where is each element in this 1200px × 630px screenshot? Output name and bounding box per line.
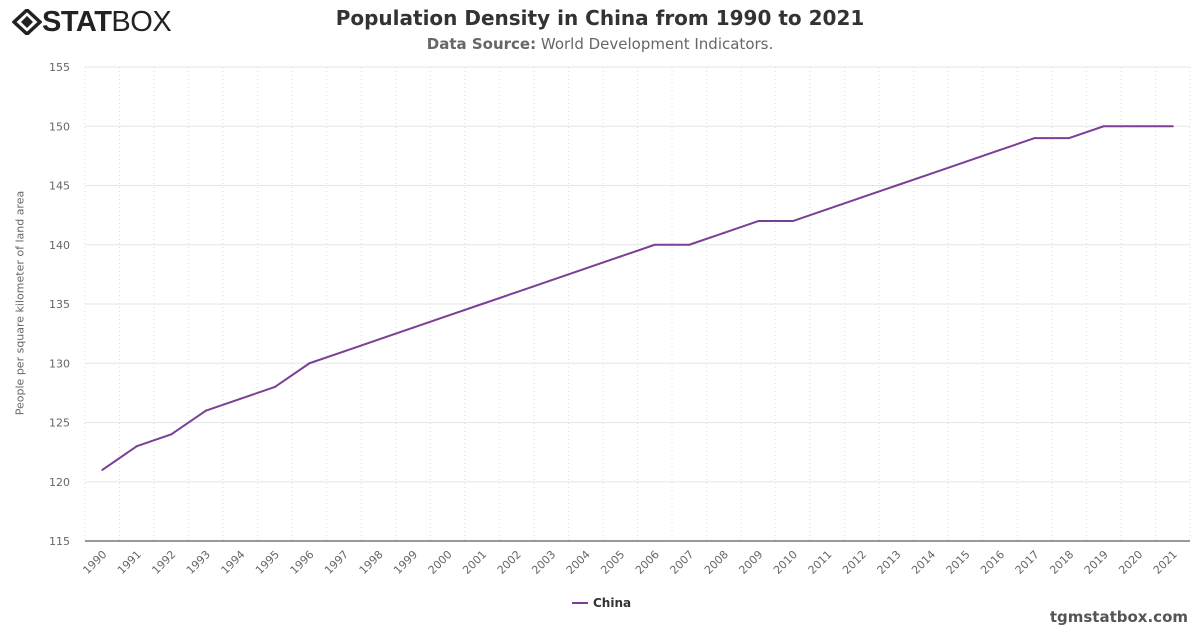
y-tick-label: 140 [49, 239, 70, 252]
watermark: tgmstatbox.com [1049, 608, 1188, 626]
diamond-logo-icon [12, 9, 42, 35]
data-point [1171, 125, 1174, 128]
x-tick-label: 2005 [598, 548, 627, 577]
x-tick-label: 2020 [1116, 548, 1145, 577]
series-line-china [101, 125, 1173, 471]
x-tick-label: 2011 [806, 548, 835, 577]
data-point [481, 303, 484, 305]
data-point [1137, 125, 1140, 128]
data-point [170, 433, 173, 436]
x-tick-label: 2016 [978, 548, 1007, 577]
y-tick-label: 115 [49, 535, 70, 548]
x-tick-label: 2003 [529, 548, 558, 577]
y-tick-label: 135 [49, 298, 70, 311]
legend-line-icon [572, 602, 588, 604]
x-tick-label: 1999 [391, 548, 420, 577]
data-point [999, 148, 1002, 151]
data-point [135, 445, 138, 448]
x-tick-label: 2019 [1082, 548, 1111, 577]
x-tick-label: 2006 [633, 548, 662, 577]
x-tick-label: 2012 [840, 548, 869, 577]
x-tick-label: 2018 [1047, 548, 1076, 577]
data-point [688, 243, 691, 246]
data-point [239, 397, 242, 400]
data-point [826, 208, 829, 211]
data-point [377, 338, 380, 341]
data-point [101, 468, 104, 471]
x-tick-label: 2010 [771, 548, 800, 577]
y-tick-label: 130 [49, 357, 70, 370]
data-point [584, 267, 587, 270]
chart-title: Population Density in China from 1990 to… [335, 6, 865, 30]
x-tick-label: 2000 [426, 548, 455, 577]
data-point [964, 160, 967, 163]
data-point [619, 255, 622, 258]
data-point [273, 385, 276, 388]
x-tick-label: 2017 [1013, 548, 1042, 577]
data-point [550, 279, 553, 282]
data-point [1033, 137, 1036, 140]
data-point [1102, 125, 1105, 128]
y-tick-label: 120 [49, 476, 70, 489]
x-tick-label: 1998 [357, 548, 386, 577]
x-tick-label: 2015 [944, 548, 973, 577]
x-tick-label: 1995 [253, 548, 282, 577]
x-tick-label: 2008 [702, 548, 731, 577]
x-tick-label: 2009 [736, 548, 765, 577]
y-tick-label: 155 [49, 61, 70, 74]
data-point [342, 350, 345, 353]
x-tick-label: 1994 [219, 548, 248, 577]
y-tick-label: 145 [49, 180, 70, 193]
legend-item-china[interactable]: China [572, 596, 631, 610]
data-point [1068, 137, 1071, 140]
x-tick-label: 1992 [149, 548, 178, 577]
x-tick-label: 1991 [115, 548, 144, 577]
data-point [930, 172, 933, 175]
x-tick-label: 1990 [80, 548, 109, 577]
data-point [446, 314, 449, 317]
x-tick-label: 2021 [1151, 548, 1180, 577]
data-point [204, 409, 207, 412]
data-point [791, 220, 794, 223]
chart-subtitle: Data Source: World Development Indicator… [426, 35, 774, 53]
data-point [653, 243, 656, 246]
data-point [722, 231, 725, 234]
x-tick-label: 2001 [460, 548, 489, 577]
data-point [515, 291, 518, 294]
y-tick-label: 150 [49, 120, 70, 133]
data-point [860, 196, 863, 199]
x-tick-label: 2014 [909, 548, 938, 577]
x-tick-label: 2013 [875, 548, 904, 577]
x-tick-label: 2007 [667, 548, 696, 577]
legend-label: China [593, 596, 632, 610]
data-point [757, 220, 760, 223]
x-tick-label: 2002 [495, 548, 524, 577]
data-point [308, 362, 311, 365]
data-point [412, 326, 415, 329]
statbox-logo: STATBOX [12, 5, 172, 38]
x-tick-label: 1996 [288, 548, 317, 577]
x-tick-label: 1993 [184, 548, 213, 577]
logo-text: STATBOX [42, 5, 172, 38]
x-tick-label: 1997 [322, 548, 351, 577]
x-tick-label: 2004 [564, 548, 593, 577]
data-point [895, 184, 898, 187]
y-tick-label: 125 [49, 417, 70, 430]
